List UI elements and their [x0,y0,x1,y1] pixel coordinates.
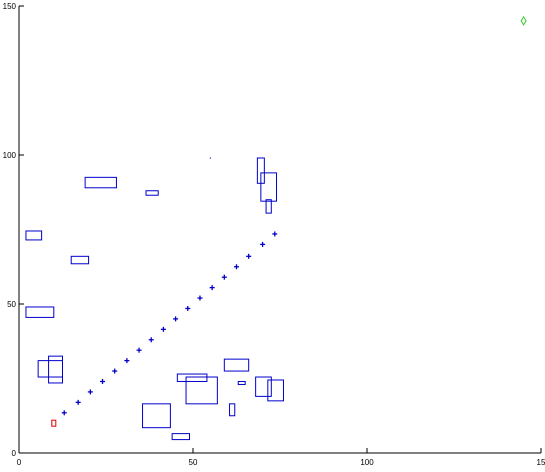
obstacle-rect [185,376,218,405]
path-point [61,410,67,416]
obstacle-rect [70,255,90,265]
path-point [112,368,118,374]
obstacle-rect [171,433,191,441]
path-point [75,399,81,405]
path-point [246,253,252,259]
obstacle-group [25,157,284,441]
obstacle-rect [25,230,43,241]
obstacle-rect [260,172,278,202]
y-tick-label: 0 [12,449,17,458]
x-tick-label: 100 [360,458,374,467]
path-points-group [61,231,278,416]
obstacle-rect [145,190,159,196]
x-tick-label: 15 [537,458,545,467]
obstacle-rect [25,306,55,318]
path-point [260,241,266,247]
y-tick-label: 100 [3,151,17,160]
y-tick-label: 50 [7,300,16,309]
x-tick-label: 0 [17,458,22,467]
obstacle-rect [255,376,272,397]
stray-point [209,157,211,159]
obstacle-rect [142,403,171,429]
obstacle-rect [237,380,246,385]
path-point [100,378,106,384]
path-point [221,274,227,280]
obstacle-rect [176,373,208,382]
obstacle-rect [223,358,250,372]
goal-marker [520,15,527,26]
endpoint-markers [51,15,527,427]
y-tick-label: 150 [3,2,17,11]
path-point [197,295,203,301]
obstacle-rect [267,379,284,402]
obstacle-rect [229,403,236,417]
path-point [87,389,93,395]
path-point [136,347,142,353]
path-point [185,305,191,311]
obstacle-rect [265,199,272,214]
path-point [148,337,154,343]
path-point [272,231,278,237]
obstacle-rect [37,360,63,378]
path-point [209,285,215,291]
x-tick-label: 50 [189,458,198,467]
start-marker [51,419,57,427]
path-point [160,326,166,332]
obstacle-rect [48,355,64,384]
obstacle-rect [84,176,117,189]
path-point [173,316,179,322]
path-point [234,264,239,270]
path-point [124,358,130,364]
